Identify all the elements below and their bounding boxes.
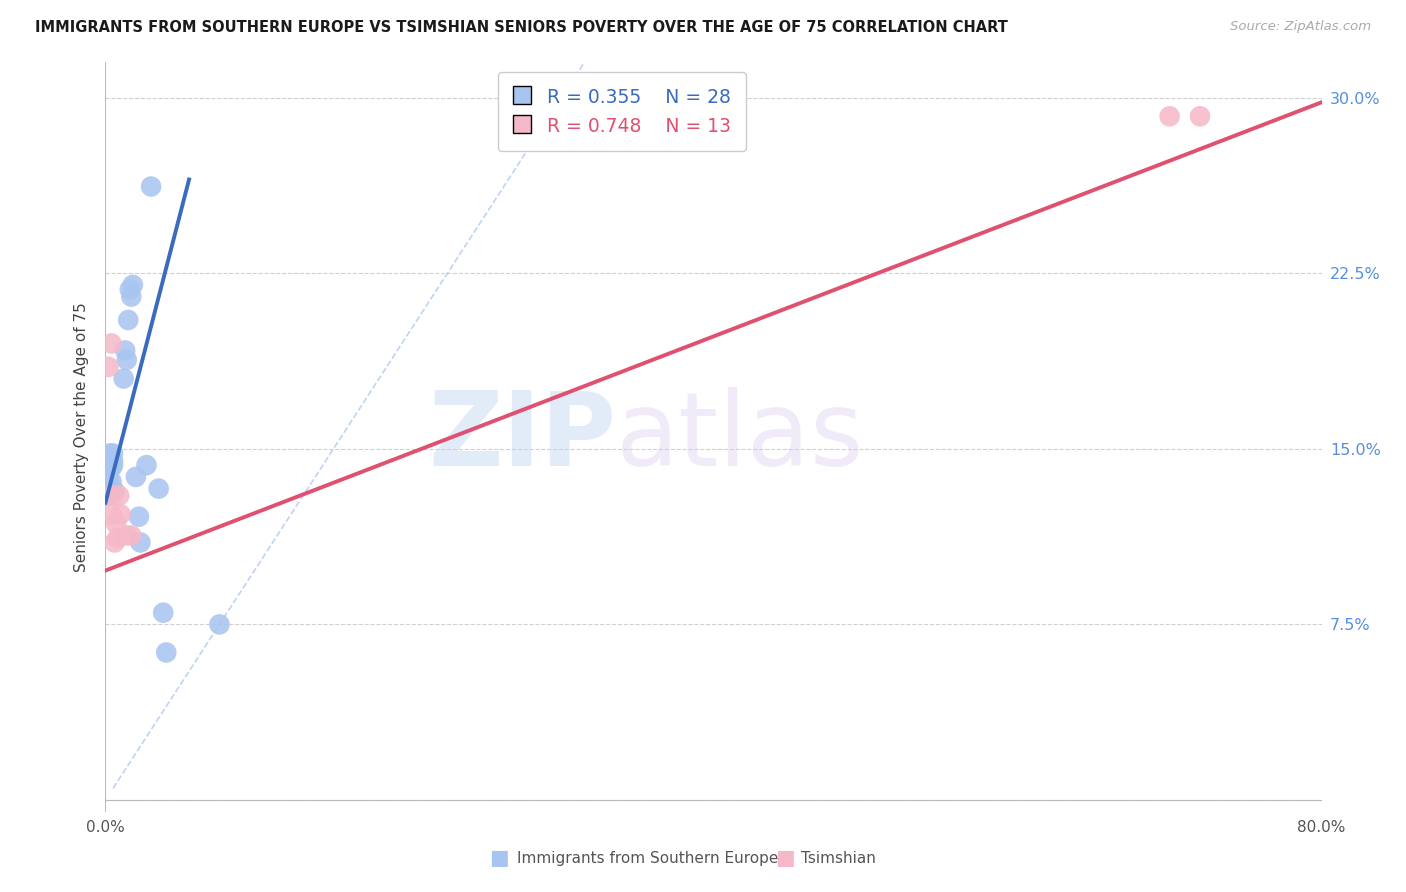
Point: [208, 617, 231, 632]
Point: [107, 531, 129, 545]
Point: [115, 352, 138, 367]
Point: [117, 313, 139, 327]
Text: Source: ZipAtlas.com: Source: ZipAtlas.com: [1230, 20, 1371, 33]
Point: [139, 179, 162, 194]
Text: Tsimshian: Tsimshian: [801, 851, 876, 865]
Point: [98, 453, 121, 467]
Point: [121, 277, 143, 292]
Point: [114, 343, 136, 358]
Point: [112, 371, 135, 385]
Point: [152, 606, 174, 620]
Point: [100, 475, 122, 489]
Point: [110, 508, 132, 522]
Text: Immigrants from Southern Europe: Immigrants from Southern Europe: [517, 851, 779, 865]
Point: [98, 446, 121, 460]
Legend: R = 0.355    N = 28, R = 0.748    N = 13: R = 0.355 N = 28, R = 0.748 N = 13: [498, 72, 745, 151]
Point: [100, 336, 122, 351]
Point: [135, 458, 157, 473]
Point: [101, 489, 124, 503]
Point: [100, 483, 122, 498]
Point: [101, 453, 124, 467]
Point: [129, 535, 152, 549]
Text: ZIP: ZIP: [429, 386, 616, 488]
Point: [101, 446, 124, 460]
Point: [101, 458, 124, 473]
Text: ■: ■: [489, 848, 509, 868]
Point: [100, 508, 122, 522]
Point: [98, 460, 121, 475]
Point: [148, 482, 170, 496]
Point: [97, 472, 120, 486]
Point: [105, 516, 128, 531]
Point: [103, 535, 125, 549]
Point: [120, 289, 142, 303]
Point: [115, 528, 138, 542]
Text: atlas: atlas: [616, 386, 865, 488]
Point: [97, 489, 120, 503]
Text: ■: ■: [775, 848, 794, 868]
Point: [100, 460, 122, 475]
Point: [155, 646, 177, 660]
Point: [103, 483, 125, 498]
Point: [1188, 109, 1211, 123]
Point: [128, 509, 150, 524]
Text: IMMIGRANTS FROM SOUTHERN EUROPE VS TSIMSHIAN SENIORS POVERTY OVER THE AGE OF 75 : IMMIGRANTS FROM SOUTHERN EUROPE VS TSIMS…: [35, 20, 1008, 35]
Point: [1159, 109, 1181, 123]
Point: [97, 359, 120, 374]
Point: [108, 489, 131, 503]
Point: [125, 470, 148, 484]
Point: [118, 283, 141, 297]
Point: [120, 528, 142, 542]
Y-axis label: Seniors Poverty Over the Age of 75: Seniors Poverty Over the Age of 75: [75, 302, 90, 572]
